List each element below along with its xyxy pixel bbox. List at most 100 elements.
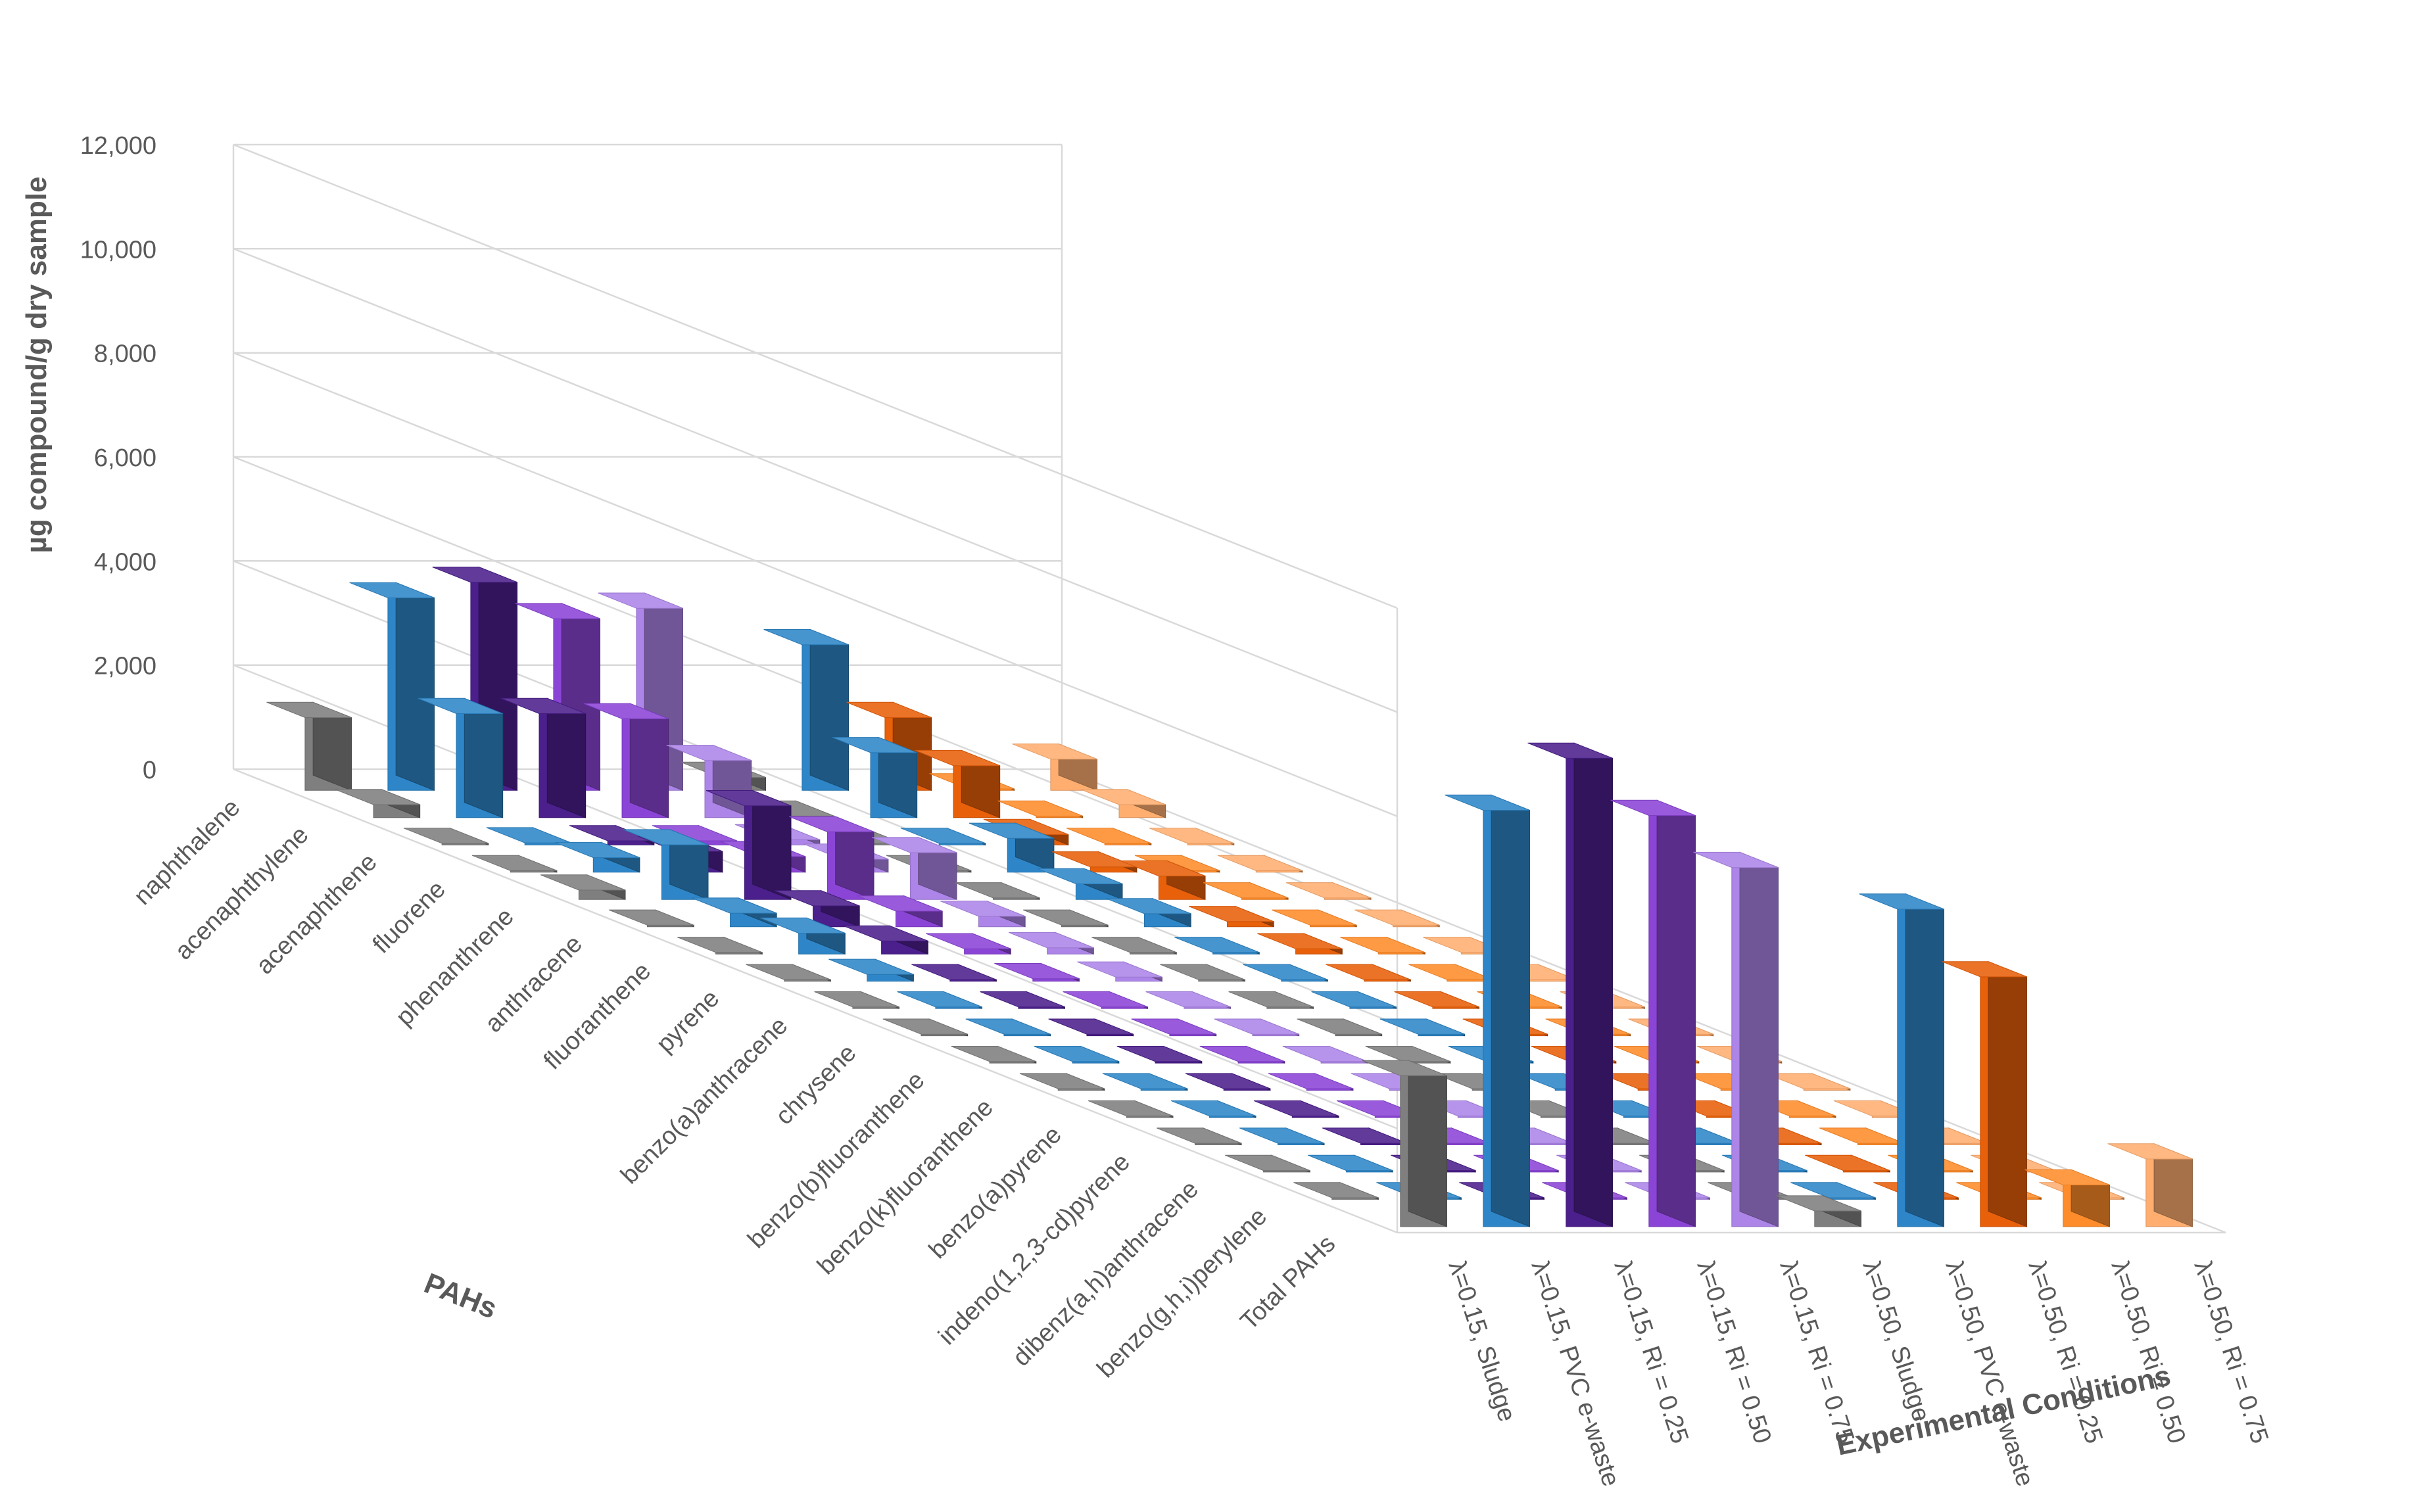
bar-0-15-ri-0-25-phenanthrene	[706, 790, 792, 900]
bar-0-15-pvc-e-waste-benzo-a-pyrene	[1170, 1100, 1257, 1118]
bar-0-50-pvc-e-waste-acenaphthylene	[832, 736, 918, 818]
bar-0-15-pvc-e-waste-benzo-b-fluoranthene	[1034, 1045, 1120, 1064]
bar-0-15-pvc-e-waste-total-pahs	[1445, 794, 1530, 1227]
bar-0-50-sludge-total-pahs	[1776, 1195, 1861, 1227]
bar-0-50-ri-0-75-phenanthrene	[1285, 882, 1372, 900]
series-label-0-15-ri-0-75: λ=0.15, Ri = 0.75	[1774, 1258, 1859, 1447]
bar-0-50-sludge-phenanthrene	[954, 882, 1040, 900]
bar-0-50-sludge-benzo-a-anthracene	[1228, 991, 1314, 1009]
bar-0-50-ri-0-75-fluorene	[1217, 855, 1303, 873]
bar-0-15-sludge-acenaphthylene	[335, 789, 421, 818]
bar-0-15-ri-0-25-chrysene	[1048, 1018, 1134, 1037]
bar-0-15-ri-0-50-fluoranthene	[926, 933, 1011, 955]
bar-0-50-ri-0-25-phenanthrene	[1120, 860, 1206, 900]
bar-0-15-sludge-fluoranthene	[677, 936, 763, 955]
bar-0-50-pvc-e-waste-acenaphthene	[900, 827, 986, 846]
bar-0-15-pvc-e-waste-pyrene	[828, 958, 914, 982]
category-label-benzo-k-fluoranthene: benzo(k)fluoranthene	[812, 1094, 999, 1281]
bar-0-50-ri-0-50-anthracene	[1272, 909, 1357, 928]
bar-0-50-ri-0-25-fluorene	[1051, 851, 1138, 873]
bar-0-50-ri-0-75-acenaphthylene	[1080, 789, 1166, 818]
y-tick-label: 12,000	[80, 132, 156, 160]
bar-0-15-ri-0-75-phenanthrene	[871, 837, 957, 900]
bar-0-50-ri-0-75-anthracene	[1354, 909, 1440, 928]
category-label-chrysene: chrysene	[771, 1039, 862, 1131]
bar-0-15-pvc-e-waste-fluoranthene	[760, 917, 846, 955]
bar-0-15-sludge-fluorene	[471, 855, 558, 873]
bar-0-50-ri-0-25-anthracene	[1189, 905, 1274, 928]
bar-0-50-ri-0-50-phenanthrene	[1203, 882, 1289, 900]
floor-front-edge	[1061, 768, 2226, 1234]
bar-0-15-ri-0-75-fluoranthene	[1009, 932, 1094, 955]
bar-0-15-ri-0-25-fluoranthene	[843, 925, 928, 955]
bar-0-15-ri-0-50-chrysene	[1131, 1018, 1217, 1037]
bar-0-50-sludge-anthracene	[1023, 909, 1109, 928]
y-tick-label: 2,000	[94, 653, 156, 680]
series-label-0-15-sludge: λ=0.15, Sludge	[1443, 1258, 1521, 1425]
bar-0-15-sludge-benzo-a-pyrene	[1088, 1100, 1174, 1118]
bar-0-50-pvc-e-waste-chrysene	[1379, 1018, 1466, 1037]
bar-0-15-ri-0-25-total-pahs	[1527, 742, 1613, 1227]
bar-0-15-ri-0-25-benzo-a-anthracene	[980, 991, 1065, 1009]
bar-0-15-ri-0-75-benzo-b-fluoranthene	[1282, 1045, 1368, 1064]
bar-0-15-ri-0-25-pyrene	[911, 964, 997, 982]
bar-0-15-pvc-e-waste-chrysene	[965, 1018, 1051, 1037]
bar-0-50-ri-0-25-acenaphthylene	[915, 749, 1001, 818]
bar-0-50-ri-0-25-pyrene	[1326, 964, 1411, 982]
bar-0-15-sludge-phenanthrene	[540, 874, 626, 900]
bar-0-50-pvc-e-waste-naphthalene	[763, 628, 849, 791]
bar-0-15-ri-0-75-total-pahs	[1693, 851, 1779, 1227]
bar-0-50-sludge-fluoranthene	[1091, 936, 1177, 955]
category-label-indeno-1-2-3-cd-pyrene: indeno(1,2,3-cd)pyrene	[933, 1148, 1136, 1351]
bar-0-15-sludge-benzo-k-fluoranthene	[1019, 1073, 1105, 1091]
bar-0-50-ri-0-50-total-pahs	[2024, 1169, 2110, 1227]
bar-0-50-ri-0-25-total-pahs	[1942, 960, 2027, 1227]
grid-layer: 0 2,000 4,000 6,000 8,000 10,000 12,000	[80, 132, 2226, 1234]
category-label-benzo-a-anthracene: benzo(a)anthracene	[615, 1012, 793, 1189]
bar-0-50-ri-0-50-fluoranthene	[1340, 936, 1425, 955]
bar-0-50-ri-0-25-dibenz-a-h-anthracene	[1805, 1154, 1890, 1173]
bar-0-15-sludge-naphthalene	[266, 701, 352, 791]
bar-0-15-ri-0-50-total-pahs	[1610, 799, 1696, 1227]
series-label-0-15-ri-0-50: λ=0.15, Ri = 0.50	[1691, 1258, 1776, 1447]
category-label-dibenz-a-h-anthracene: dibenz(a,h)anthracene	[1007, 1175, 1204, 1372]
category-label-benzo-b-fluoranthene: benzo(b)fluoranthene	[742, 1066, 930, 1254]
bar-0-15-ri-0-50-phenanthrene	[788, 816, 874, 900]
bar-0-50-ri-0-25-fluoranthene	[1257, 933, 1343, 955]
category-label-pyrene: pyrene	[651, 985, 725, 1058]
bar-0-15-ri-0-75-pyrene	[1077, 961, 1162, 982]
bar-0-15-pvc-e-waste-indeno-1-2-3-cd-pyrene	[1239, 1127, 1325, 1146]
bar-0-50-ri-0-75-total-pahs	[2107, 1143, 2193, 1227]
y-tick-label: 8,000	[94, 341, 156, 368]
bar-0-50-ri-0-75-benzo-k-fluoranthene	[1765, 1073, 1851, 1091]
bar-0-50-ri-0-50-acenaphthene	[1066, 827, 1152, 846]
bar-0-15-ri-0-50-benzo-k-fluoranthene	[1268, 1073, 1354, 1091]
bar-0-50-pvc-e-waste-benzo-a-anthracene	[1311, 991, 1397, 1009]
bar-layer	[266, 566, 2193, 1227]
bar-0-15-ri-0-25-benzo-a-pyrene	[1253, 1100, 1339, 1118]
bar-0-15-pvc-e-waste-naphthalene	[349, 582, 435, 791]
bar-0-15-ri-0-75-anthracene	[940, 900, 1026, 928]
bar-0-50-sludge-benzo-b-fluoranthene	[1365, 1045, 1451, 1064]
bar-0-50-pvc-e-waste-fluorene	[969, 822, 1055, 873]
bar-0-50-ri-0-50-indeno-1-2-3-cd-pyrene	[1819, 1127, 1905, 1146]
y-axis-title: µg compound/g dry sample	[20, 177, 53, 554]
bar-0-15-ri-0-50-benzo-b-fluoranthene	[1199, 1045, 1285, 1064]
bar-0-15-pvc-e-waste-fluorene	[554, 841, 640, 873]
bar-0-15-ri-0-25-anthracene	[775, 890, 860, 928]
bar-0-15-ri-0-50-benzo-a-anthracene	[1063, 991, 1148, 1009]
y-tick-label: 4,000	[94, 548, 156, 576]
bar-0-50-pvc-e-waste-pyrene	[1243, 964, 1328, 982]
bar-0-50-sludge-pyrene	[1160, 964, 1245, 982]
bar-0-15-ri-0-25-acenaphthene	[569, 824, 655, 846]
bar-0-50-ri-0-75-naphthalene	[1012, 743, 1097, 791]
bar-0-15-sludge-anthracene	[609, 909, 694, 928]
category-label-total-pahs: Total PAHs	[1235, 1230, 1341, 1336]
bar-0-15-sludge-dibenz-a-h-anthracene	[1225, 1154, 1310, 1173]
bar-0-15-pvc-e-waste-dibenz-a-h-anthracene	[1308, 1154, 1393, 1173]
series-label-0-50-pvc-e-waste: λ=0.50, PVC e-waste	[1940, 1258, 2039, 1490]
bar-0-50-pvc-e-waste-total-pahs	[1859, 893, 1944, 1227]
bar-0-15-ri-0-50-anthracene	[857, 895, 943, 928]
bar-0-15-sludge-total-pahs	[1362, 1060, 1447, 1227]
series-label-0-50-ri-0-75: λ=0.50, Ri = 0.75	[2188, 1258, 2273, 1447]
